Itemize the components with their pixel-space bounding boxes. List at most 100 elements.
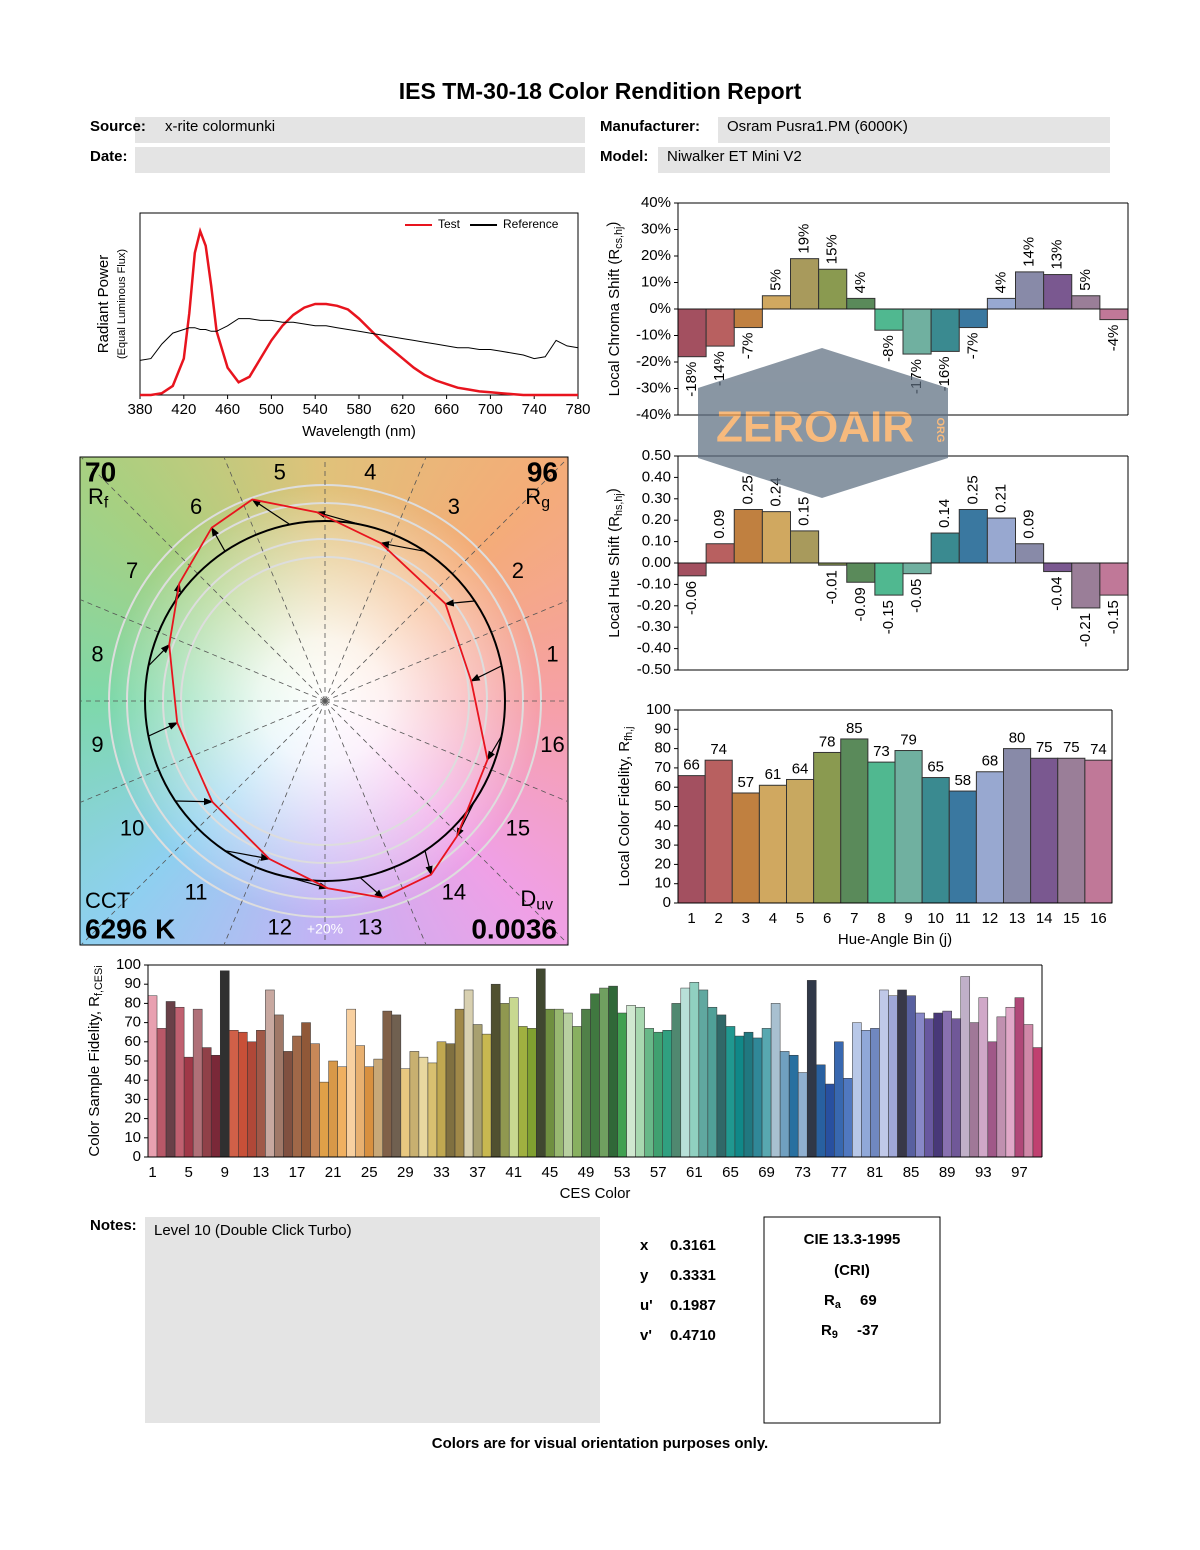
x-tick-label: 93 xyxy=(975,1164,992,1181)
bar xyxy=(897,989,907,1158)
x-tick-label: 29 xyxy=(397,1164,414,1181)
bin-divider xyxy=(324,458,427,702)
bar xyxy=(958,509,988,564)
x-tick-label: 13 xyxy=(253,1164,270,1181)
x-axis-label: Wavelength (nm) xyxy=(302,423,416,440)
bar xyxy=(761,295,791,310)
bin-label: 15 xyxy=(506,816,530,841)
value-label: -0.15 xyxy=(1105,600,1122,634)
bar xyxy=(337,1066,347,1158)
bin-label: 9 xyxy=(91,732,103,757)
y-axis-label-part: cs,hj xyxy=(613,227,625,249)
bar xyxy=(894,750,923,904)
value-label: 15% xyxy=(824,234,841,264)
bar xyxy=(915,1012,925,1158)
value-label: -16% xyxy=(936,356,953,391)
duv-value: 0.0036 xyxy=(471,913,557,944)
value-label: 68 xyxy=(982,753,999,770)
bar xyxy=(644,1028,654,1158)
rg-value: 96 xyxy=(527,456,558,487)
shift-arrow xyxy=(148,643,171,667)
value-label: 80 xyxy=(1009,730,1026,747)
y-tick-label: 70 xyxy=(654,759,671,776)
bin-divider xyxy=(81,458,326,702)
x-tick-label: 5 xyxy=(184,1164,192,1181)
y-tick-label: 0.10 xyxy=(642,533,671,550)
value-label: 85 xyxy=(846,720,863,737)
y-tick-label: 20% xyxy=(641,247,671,264)
vector-frame xyxy=(79,456,569,946)
bar xyxy=(930,532,960,564)
bar xyxy=(707,1006,718,1158)
bar xyxy=(870,1028,880,1158)
y-tick-label: 10% xyxy=(641,273,671,290)
y-tick-label: 90 xyxy=(124,975,141,992)
bar xyxy=(969,1022,980,1158)
field-value: Osram Pusra1.PM (6000K) xyxy=(727,118,908,135)
colorimetry-label: u' xyxy=(640,1297,653,1314)
bar xyxy=(761,511,791,564)
duv-symbol-part: uv xyxy=(536,897,553,914)
bar xyxy=(705,543,735,564)
bar xyxy=(861,1030,871,1158)
bin-divider xyxy=(81,599,326,702)
value-label: 74 xyxy=(710,741,727,758)
bar xyxy=(806,980,817,1158)
x-tick-label: 700 xyxy=(478,401,503,418)
bin-divider xyxy=(324,458,567,702)
shift-arrow xyxy=(359,877,384,899)
bar xyxy=(852,1022,862,1158)
y-axis-label: Radiant Power xyxy=(95,255,112,353)
x-tick-label: 9 xyxy=(904,910,912,927)
y-tick-label: -0.30 xyxy=(637,618,671,635)
x-tick-label: 420 xyxy=(171,401,196,418)
y-tick-label: 60 xyxy=(654,778,671,795)
x-tick-label: 1 xyxy=(148,1164,156,1181)
y-tick-label: 0.20 xyxy=(642,511,671,528)
bar xyxy=(986,297,1016,310)
field-label: Model: xyxy=(600,148,648,165)
watermark-shield xyxy=(698,348,948,498)
shift-arrow xyxy=(251,498,291,525)
y-tick-label: 30% xyxy=(641,220,671,237)
bar xyxy=(698,989,709,1158)
bar xyxy=(770,1003,781,1158)
value-label: -14% xyxy=(711,351,728,386)
bar xyxy=(1032,1047,1043,1158)
field-label: Source: xyxy=(90,118,146,135)
value-label: 0.24 xyxy=(767,477,784,506)
bar xyxy=(930,308,960,352)
footer: Colors are for visual orientation purpos… xyxy=(432,1435,768,1452)
cri-symbol-part: a xyxy=(835,1299,842,1311)
value-label: -0.06 xyxy=(683,581,700,615)
bar xyxy=(635,1006,645,1158)
bar xyxy=(906,995,916,1158)
bin-label: 11 xyxy=(185,880,208,905)
bin-label: 1 xyxy=(546,642,558,667)
bar xyxy=(581,1008,591,1158)
value-label: 0.14 xyxy=(936,499,953,528)
y-tick-label: -0.40 xyxy=(637,640,671,657)
bar xyxy=(599,987,609,1158)
x-tick-label: 8 xyxy=(877,910,885,927)
bar xyxy=(626,1005,636,1158)
value-label: 66 xyxy=(683,757,700,774)
x-tick-label: 660 xyxy=(434,401,459,418)
cri-symbol: Ra xyxy=(824,1292,842,1311)
y-tick-label: 40 xyxy=(654,817,671,834)
y-tick-label: 0% xyxy=(649,300,671,317)
shift-arrow xyxy=(486,735,503,761)
shift-arrow xyxy=(211,526,226,552)
bar xyxy=(490,983,501,1158)
bar xyxy=(733,509,763,564)
y-axis-label: Local Chroma Shift (Rcs,hj) xyxy=(604,222,624,397)
bar xyxy=(400,1068,411,1158)
y-tick-label: 70 xyxy=(124,1014,141,1031)
x-tick-label: 16 xyxy=(1090,910,1107,927)
bar xyxy=(346,1008,356,1158)
bar xyxy=(779,1051,790,1158)
x-axis-label: CES Color xyxy=(560,1185,631,1202)
bar xyxy=(174,1006,185,1158)
y-tick-label: 0.50 xyxy=(642,447,671,464)
colorimetry-label: x xyxy=(640,1237,649,1254)
